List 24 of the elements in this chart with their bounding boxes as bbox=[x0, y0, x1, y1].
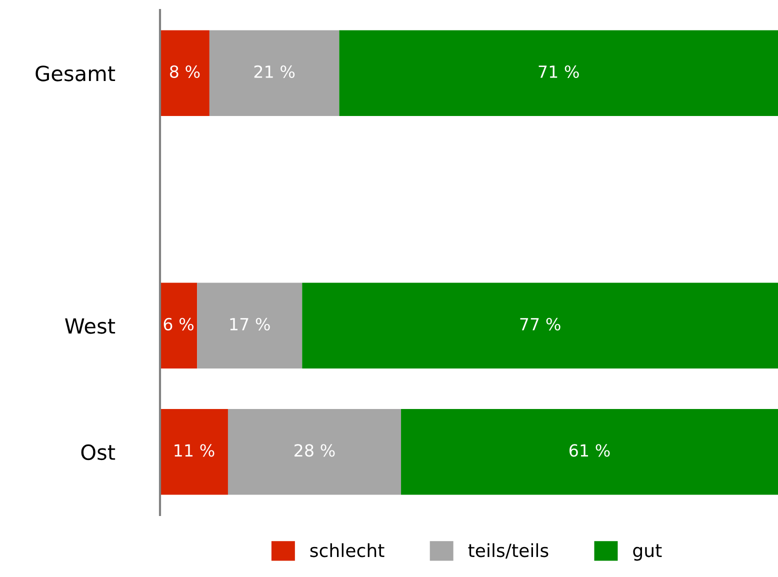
y-tick-label: West bbox=[65, 318, 116, 334]
data-label: 21 % bbox=[254, 65, 295, 78]
data-label: 11 % bbox=[174, 444, 214, 457]
data-label: 17 % bbox=[230, 318, 270, 330]
bar bbox=[401, 408, 778, 495]
bar bbox=[160, 30, 210, 116]
bar bbox=[209, 30, 340, 116]
data-label: 6 % bbox=[164, 318, 194, 330]
legend-label: schlecht bbox=[310, 543, 384, 558]
data-label: 61 % bbox=[570, 444, 610, 457]
data-label: 77 % bbox=[520, 318, 560, 330]
y-tick-label: Gesamt bbox=[36, 66, 116, 82]
data-label: 8 % bbox=[170, 65, 200, 78]
bar bbox=[339, 30, 778, 116]
bar bbox=[197, 282, 302, 369]
bar bbox=[160, 408, 228, 495]
data-label: 28 % bbox=[294, 444, 335, 457]
legend-label: teils/teils bbox=[468, 543, 548, 559]
legend-label: gut bbox=[633, 544, 662, 561]
y-tick-label: Ost bbox=[81, 444, 116, 460]
bar bbox=[302, 282, 778, 369]
bar bbox=[160, 282, 198, 369]
data-label: 71 % bbox=[538, 65, 579, 78]
bar bbox=[228, 408, 402, 495]
